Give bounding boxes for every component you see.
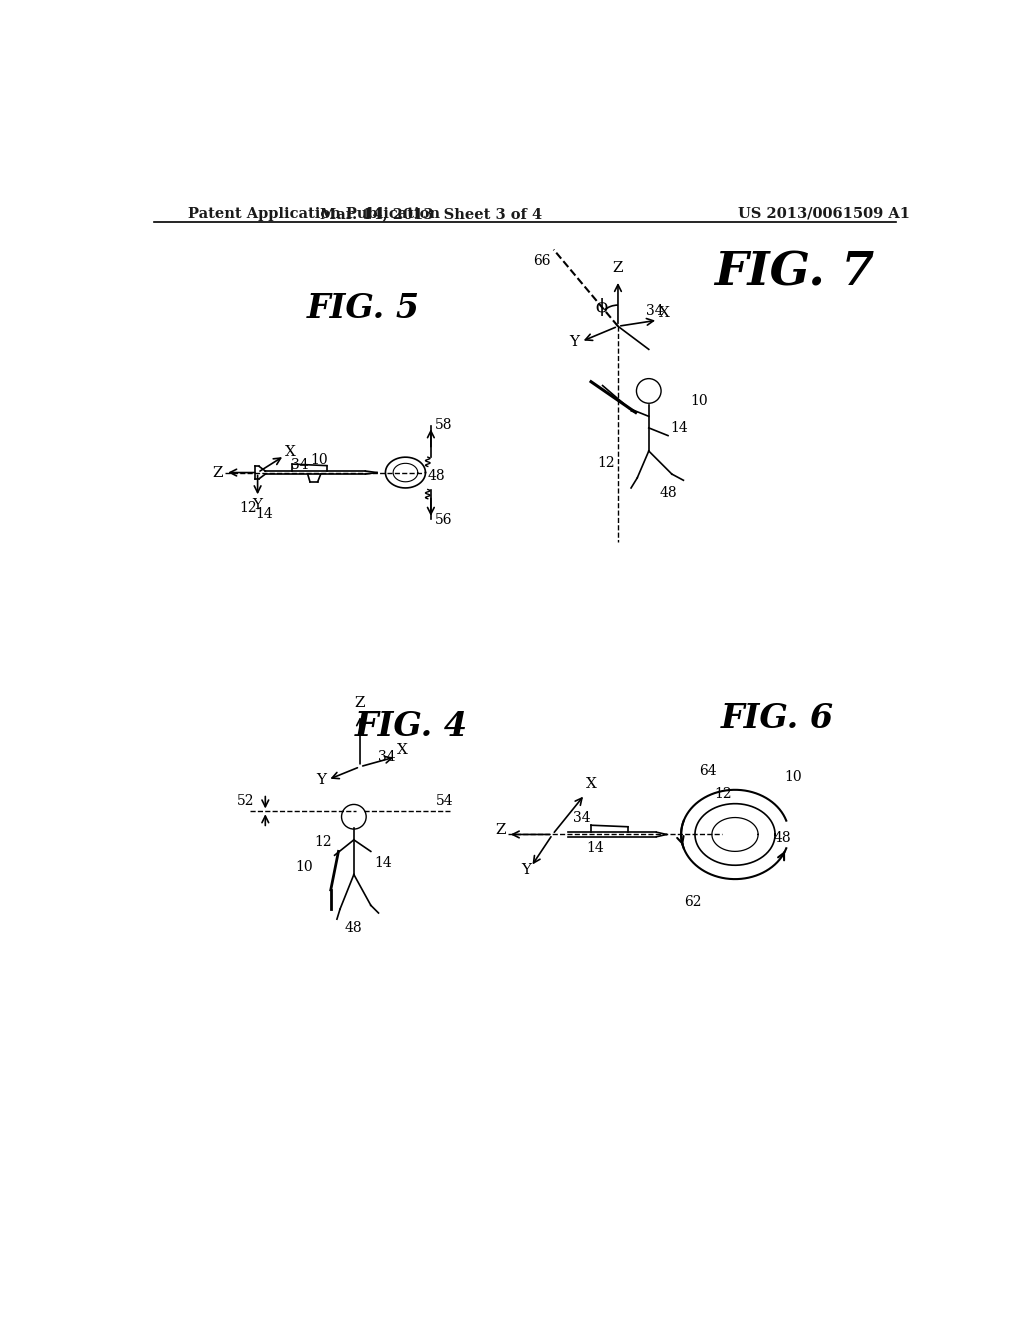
Text: Y: Y (316, 772, 327, 787)
Text: X: X (586, 777, 596, 791)
Text: FIG. 7: FIG. 7 (714, 249, 874, 296)
Text: X: X (286, 445, 296, 459)
Text: 66: 66 (534, 255, 551, 268)
Text: 52: 52 (238, 795, 255, 808)
Text: Patent Application Publication: Patent Application Publication (188, 207, 440, 220)
Text: 14: 14 (374, 855, 392, 870)
Text: 48: 48 (427, 470, 445, 483)
Text: Y: Y (521, 863, 531, 878)
Text: 48: 48 (774, 832, 792, 845)
Text: 48: 48 (659, 486, 677, 500)
Text: 56: 56 (434, 513, 452, 527)
Text: 12: 12 (715, 788, 732, 801)
Text: 10: 10 (310, 453, 328, 467)
Text: ϕ: ϕ (595, 298, 607, 317)
Text: Z: Z (495, 824, 506, 837)
Text: 54: 54 (436, 795, 454, 808)
Text: Z: Z (612, 261, 624, 276)
Text: Z: Z (354, 696, 366, 710)
Text: 62: 62 (684, 895, 701, 909)
Text: 34: 34 (646, 304, 664, 318)
Text: 34: 34 (378, 751, 396, 764)
Text: 14: 14 (255, 507, 272, 521)
Text: 34: 34 (291, 458, 309, 471)
Text: 14: 14 (586, 841, 604, 855)
Text: X: X (397, 743, 408, 756)
Text: 12: 12 (240, 502, 257, 515)
Text: US 2013/0061509 A1: US 2013/0061509 A1 (737, 207, 909, 220)
Text: 58: 58 (434, 418, 452, 432)
Text: 48: 48 (345, 921, 362, 936)
Text: Mar. 14, 2013  Sheet 3 of 4: Mar. 14, 2013 Sheet 3 of 4 (319, 207, 542, 220)
Text: 10: 10 (295, 859, 312, 874)
Text: 34: 34 (573, 810, 591, 825)
Text: Y: Y (253, 498, 262, 512)
Text: 14: 14 (671, 421, 688, 434)
Text: FIG. 6: FIG. 6 (721, 702, 834, 735)
Text: 12: 12 (314, 836, 332, 849)
Text: 12: 12 (598, 455, 615, 470)
Text: 64: 64 (699, 764, 717, 779)
Text: Z: Z (212, 466, 223, 479)
Text: 10: 10 (784, 770, 802, 784)
Text: FIG. 5: FIG. 5 (306, 292, 420, 325)
Text: X: X (658, 306, 670, 319)
Text: FIG. 4: FIG. 4 (355, 710, 468, 743)
Text: Y: Y (569, 335, 580, 350)
Text: 10: 10 (690, 393, 708, 408)
